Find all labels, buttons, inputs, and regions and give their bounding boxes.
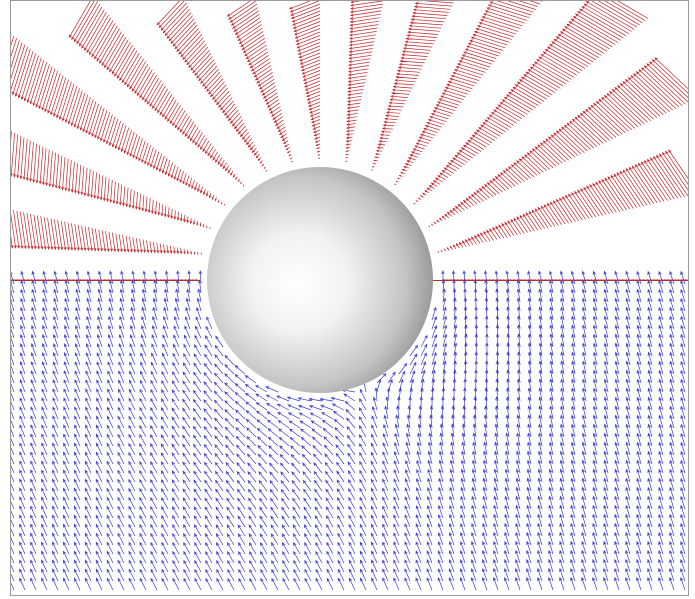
flow-arrow-row xyxy=(11,297,686,312)
radial-arrow-band xyxy=(413,1,649,205)
flow-arrow-row xyxy=(11,414,686,429)
flow-arrow-row xyxy=(11,513,686,528)
frame xyxy=(10,0,689,596)
flow-arrow-row xyxy=(11,315,686,330)
radial-arrow-band xyxy=(11,209,202,256)
flow-arrow-row xyxy=(11,306,686,321)
flow-arrow-row xyxy=(11,477,686,492)
radial-arrow-band xyxy=(370,1,454,171)
flow-arrow-row xyxy=(11,468,686,483)
flow-arrow-row xyxy=(11,351,686,366)
flow-arrow-field xyxy=(11,270,688,591)
flow-arrow-row xyxy=(11,342,686,357)
sphere xyxy=(207,167,433,393)
flow-arrow-row xyxy=(11,333,686,348)
radial-arrow-band xyxy=(437,149,688,254)
flow-arrow-row xyxy=(11,405,686,420)
flow-arrow-row xyxy=(11,567,686,582)
flow-arrow-row xyxy=(11,270,686,285)
radial-arrow-band xyxy=(68,1,245,187)
flow-arrow-row xyxy=(11,549,686,564)
flow-arrow-row xyxy=(11,504,686,519)
flow-arrow-row xyxy=(11,576,686,591)
flow-arrow-row xyxy=(11,288,686,303)
flow-arrow-row xyxy=(11,432,686,447)
flow-arrow-row xyxy=(11,423,686,438)
flow-arrow-row xyxy=(11,324,686,339)
flow-arrow-row xyxy=(11,450,686,465)
radial-arrow-band xyxy=(226,1,294,163)
flow-arrow-row xyxy=(11,495,686,510)
flow-arrow-row xyxy=(11,396,686,411)
flow-arrow-row xyxy=(11,360,686,375)
radial-arrow-band xyxy=(156,1,268,172)
flow-arrow-row xyxy=(11,486,686,501)
flow-arrow-row xyxy=(11,378,686,393)
radial-arrow-band xyxy=(394,1,543,185)
radial-arrow-band xyxy=(11,131,211,230)
flow-arrow-row xyxy=(11,531,686,546)
flow-arrow-row xyxy=(11,522,686,537)
flow-arrow-row xyxy=(11,558,686,573)
radial-arrow-band xyxy=(428,57,688,228)
flow-arrow-row xyxy=(11,369,686,384)
radial-arrow-band xyxy=(11,33,225,206)
flow-arrow-row xyxy=(11,441,686,456)
radial-arrow-band xyxy=(344,1,384,162)
radial-arrow-band xyxy=(289,1,321,159)
flow-arrow-row xyxy=(11,387,686,402)
flow-arrow-row xyxy=(11,459,686,474)
flow-arrow-row xyxy=(11,540,686,555)
